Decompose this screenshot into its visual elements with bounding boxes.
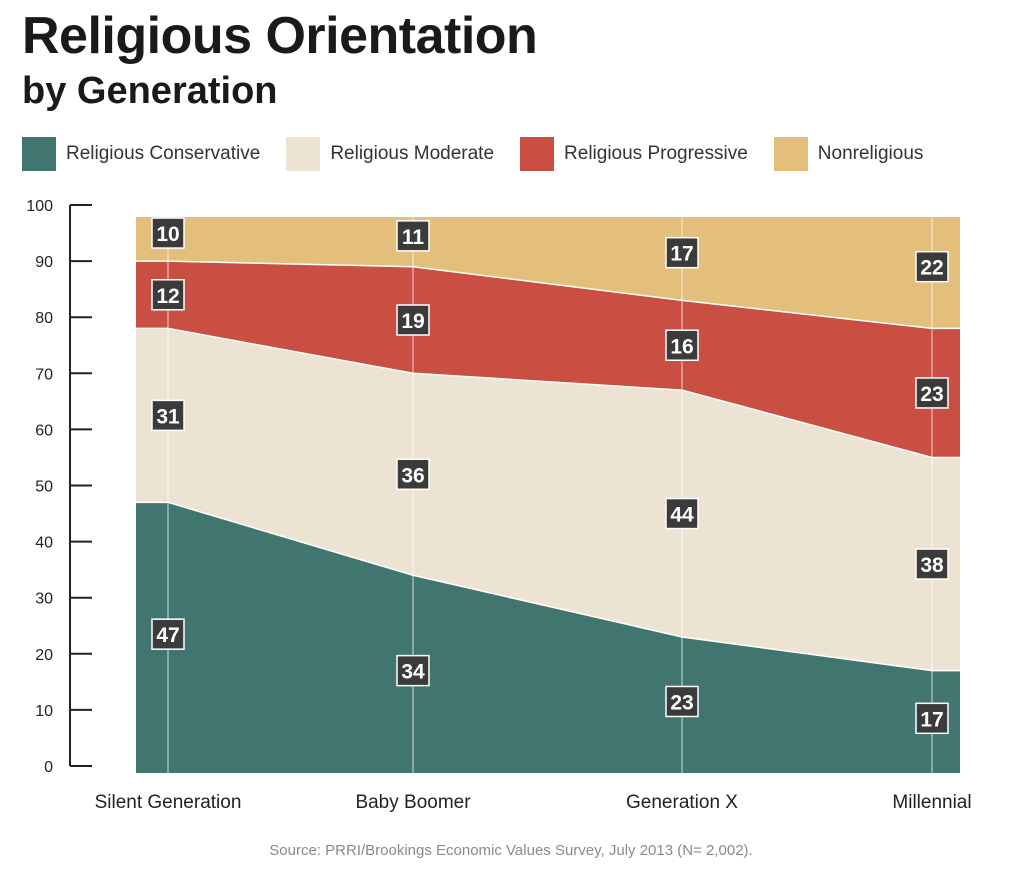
data-label-box [915, 702, 949, 735]
area-religious-progressive [136, 261, 960, 458]
legend-item-nonreligious: Nonreligious [773, 137, 924, 171]
data-label: 17 [670, 243, 693, 266]
data-label-box [151, 399, 185, 432]
data-label: 12 [156, 285, 179, 308]
legend-label: Religious Conservative [66, 143, 261, 164]
data-label: 23 [920, 383, 943, 406]
data-label-box [665, 685, 699, 718]
area-nonreligious [136, 217, 960, 329]
data-label: 31 [156, 405, 180, 428]
data-label: 17 [920, 708, 943, 731]
legend-label: Nonreligious [817, 143, 924, 164]
data-label-box [915, 250, 949, 283]
y-tick-label: 60 [35, 422, 53, 439]
data-label-box [915, 377, 949, 409]
data-label: 22 [920, 257, 943, 280]
area-religious-conservative [136, 502, 960, 773]
area-boundary-line [136, 260, 960, 330]
y-tick-label: 30 [35, 591, 53, 608]
data-label-box [396, 458, 430, 491]
area-boundary-line [136, 327, 960, 459]
y-tick-label: 70 [35, 366, 53, 383]
x-tick-label: Baby Boomer [355, 792, 471, 813]
data-label: 23 [670, 691, 693, 714]
data-label: 36 [401, 464, 424, 487]
data-label: 38 [920, 554, 944, 577]
legend-label: Religious Moderate [330, 143, 495, 164]
legend-item-religious-progressive: Religious Progressive [520, 137, 748, 171]
data-label: 19 [401, 310, 424, 333]
legend-swatch [773, 137, 808, 171]
area-religious-moderate [136, 328, 960, 671]
data-label: 44 [670, 504, 694, 527]
data-label-box [396, 654, 430, 687]
data-label-box [151, 279, 185, 311]
y-tick-label: 40 [35, 535, 53, 552]
data-label-box [396, 304, 430, 336]
data-label: 34 [401, 661, 425, 684]
legend-item-religious-moderate: Religious Moderate [286, 137, 494, 171]
y-tick-label: 20 [35, 647, 53, 664]
x-tick-label: Millennial [892, 792, 971, 813]
source-note: Source: PRRI/Brookings Economic Values S… [269, 842, 753, 859]
data-label-box [151, 618, 185, 650]
data-label: 10 [156, 223, 179, 246]
legend: Religious Conservative Religious Moderat… [22, 137, 949, 171]
legend-swatch [22, 137, 56, 171]
data-label-box [665, 497, 699, 530]
data-label: 11 [402, 226, 425, 249]
x-tick-label: Silent Generation [95, 792, 242, 813]
y-tick-label: 10 [35, 703, 53, 720]
data-label: 47 [156, 624, 179, 647]
data-label-box [915, 548, 949, 580]
y-tick-label: 0 [44, 759, 53, 776]
data-label-box [665, 236, 699, 269]
data-label-box [665, 329, 699, 361]
legend-item-religious-conservative: Religious Conservative [22, 137, 260, 171]
area-boundary-line [136, 501, 960, 672]
y-tick-label: 100 [26, 198, 53, 215]
y-tick-label: 90 [35, 254, 53, 271]
legend-label: Religious Progressive [564, 143, 748, 164]
legend-swatch [286, 137, 321, 171]
data-label: 16 [670, 335, 693, 358]
chart-subtitle: by Generation [22, 70, 278, 112]
y-tick-label: 80 [35, 310, 53, 327]
chart-title: Religious Orientation [22, 7, 538, 65]
x-tick-label: Generation X [626, 792, 738, 813]
y-tick-label: 50 [35, 479, 53, 496]
data-label-box [396, 220, 430, 252]
legend-swatch [520, 137, 555, 171]
data-label-box [151, 217, 185, 249]
